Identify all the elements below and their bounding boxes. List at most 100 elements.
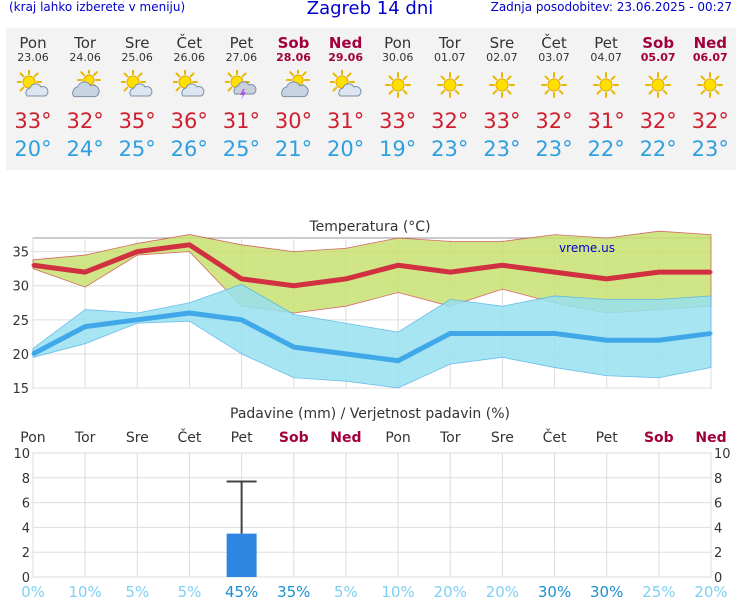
sun-icon (697, 72, 724, 98)
probability-label: 20% (434, 583, 467, 600)
day-name: Pon (384, 34, 412, 52)
x-category-label: Pet (596, 430, 619, 446)
y-tick-label: 30 (12, 280, 29, 295)
data-point-min (657, 338, 661, 342)
max-temperature: 35° (118, 109, 156, 133)
x-category-label: Ned (330, 430, 361, 446)
partly-cloudy-icon (17, 70, 49, 97)
data-point-min (31, 352, 35, 356)
probability-label: 35% (277, 583, 310, 600)
day-name: Sre (489, 34, 515, 52)
min-temperature: 20° (326, 137, 365, 161)
data-point-min (135, 318, 139, 322)
y-tick-label-left: 8 (22, 472, 30, 487)
y-tick-label-left: 10 (13, 447, 30, 462)
y-tick-label-left: 6 (22, 497, 30, 512)
day-date: 05.07 (640, 51, 676, 64)
data-point-min (500, 331, 504, 335)
day-name: Sob (277, 34, 310, 52)
max-temperature: 36° (170, 109, 208, 133)
day-name: Ned (693, 34, 728, 52)
forecast-day: Čet 26.06 36° 26° (163, 28, 215, 161)
min-temperature: 24° (66, 137, 104, 161)
forecast-day: Sob 28.06 30° 21° (268, 28, 320, 161)
forecast-day: Sre 02.07 33° 23° (476, 28, 528, 161)
y-tick-label-right: 10 (714, 447, 731, 462)
data-point-min (605, 338, 609, 342)
last-update: Zadnja posodobitev: 23.06.2025 - 00:27 (490, 0, 732, 14)
y-tick-label-right: 8 (714, 472, 722, 487)
day-name: Sob (642, 34, 675, 52)
sun-icon (541, 72, 567, 98)
forecast-day: Čet 03.07 32° 23° (528, 28, 580, 161)
data-point-max (396, 263, 400, 267)
partly-cloudy-icon (173, 70, 205, 97)
day-date: 06.07 (692, 51, 728, 64)
y-tick-label: 25 (12, 314, 29, 329)
sun-icon (593, 72, 620, 98)
watermark[interactable]: vreme.us (559, 241, 615, 255)
min-temperature: 23° (535, 137, 573, 161)
min-temperature: 22° (587, 137, 625, 161)
day-name: Ned (328, 34, 363, 52)
day-date: 02.07 (486, 51, 518, 64)
probability-label: 20% (694, 583, 727, 600)
day-name: Pet (229, 34, 254, 52)
min-temperature: 23° (483, 137, 521, 161)
x-category-label: Sob (279, 430, 309, 446)
sun-icon (384, 72, 411, 98)
x-category-label: Pon (20, 430, 45, 446)
data-point-max (500, 263, 504, 267)
min-temperature: 22° (639, 137, 677, 161)
day-date: 04.07 (590, 51, 622, 64)
data-point-min (553, 331, 557, 335)
day-date: 03.07 (538, 51, 570, 64)
max-temperature: 32° (431, 109, 469, 133)
partly-cloudy-icon (121, 70, 153, 97)
day-date: 01.07 (434, 51, 466, 64)
range-band-min (32, 283, 712, 389)
day-date: 27.06 (225, 51, 258, 64)
header-bar: (kraj lahko izberete v meniju) Zagreb 14… (0, 0, 740, 22)
data-point-min (709, 331, 713, 335)
forecast-day: Sre 25.06 35° 25° (111, 28, 163, 161)
x-category-label: Ned (695, 430, 726, 446)
cloudy-sun-icon (72, 70, 102, 98)
x-category-label: Tor (74, 430, 96, 446)
y-tick-label-left: 4 (22, 521, 30, 536)
max-temperature: 32° (691, 109, 729, 133)
max-temperature: 32° (639, 109, 677, 133)
probability-label: 20% (486, 583, 519, 600)
temperature-chart: 15 20 25 30 35 vreme.us (12, 230, 713, 397)
data-point-max (605, 277, 609, 281)
forecast-day: Ned 29.06 31° 20° (320, 28, 372, 161)
location-hint[interactable]: (kraj lahko izberete v meniju) (9, 0, 186, 14)
probability-label: 30% (590, 583, 623, 600)
min-temperature: 25° (118, 137, 156, 161)
plot-area (32, 452, 712, 578)
min-temperature: 26° (170, 137, 208, 161)
y-tick-label-right: 0 (714, 571, 722, 586)
data-point-max (240, 277, 244, 281)
min-temperature: 19° (379, 137, 417, 161)
day-date: 29.06 (328, 51, 363, 64)
temperature-chart-title: Temperatura (°C) (309, 219, 431, 235)
precipitation-chart-title: Padavine (mm) / Verjetnost padavin (%) (230, 406, 510, 422)
precipitation-bar (226, 533, 257, 577)
x-category-label: Čet (178, 428, 202, 446)
data-point-max (135, 250, 139, 254)
page-title: Zagreb 14 dni (306, 0, 434, 19)
day-date: 28.06 (276, 51, 311, 64)
max-temperature: 31° (587, 109, 625, 133)
day-date: 25.06 (121, 51, 153, 64)
y-tick-label: 15 (12, 382, 29, 397)
max-temperature: 33° (14, 109, 52, 133)
probability-label: 30% (538, 583, 571, 600)
min-temperature: 20° (14, 137, 52, 161)
min-temperature: 21° (274, 137, 313, 161)
series-line-min (31, 310, 712, 364)
min-temperature: 25° (222, 137, 260, 161)
probability-label: 10% (381, 583, 414, 600)
max-temperature: 33° (379, 109, 417, 133)
max-temperature: 31° (222, 109, 260, 133)
